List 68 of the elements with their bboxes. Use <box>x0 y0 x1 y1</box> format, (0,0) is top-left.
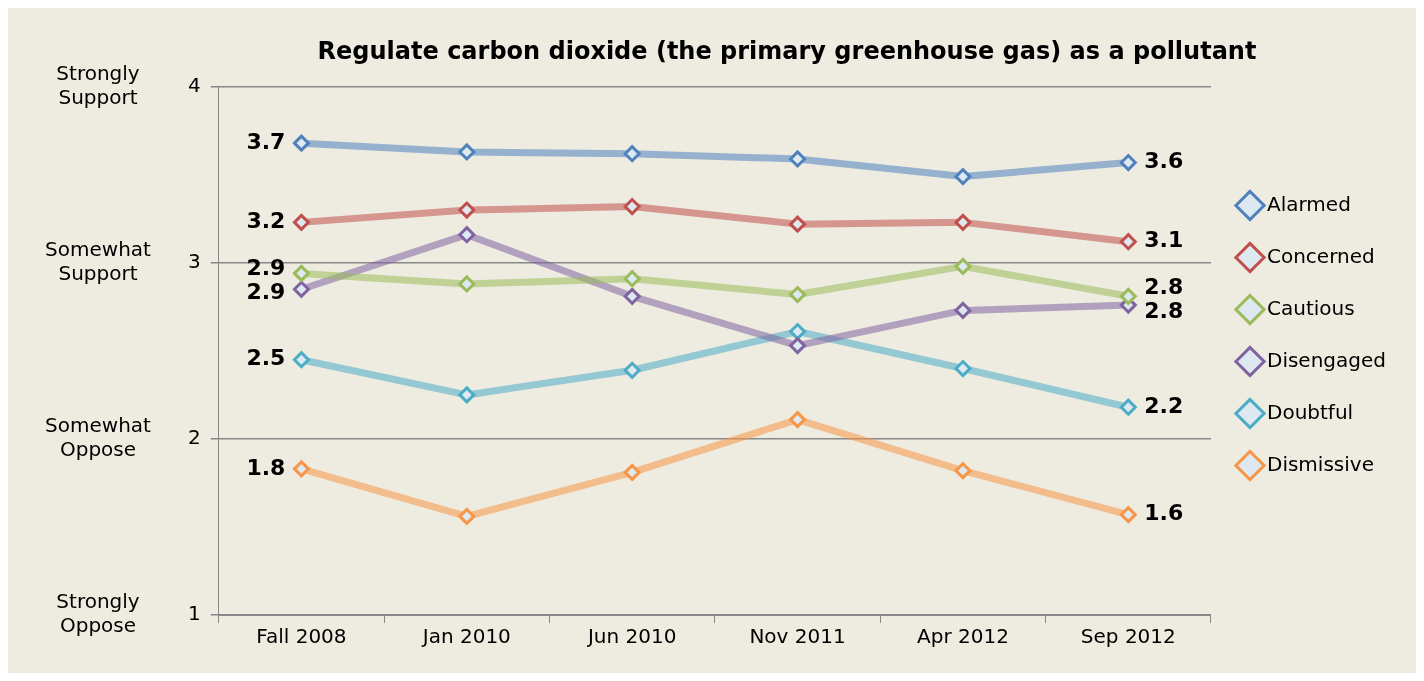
data-label: 3.7 <box>246 128 286 154</box>
point <box>789 286 807 304</box>
point <box>623 463 641 481</box>
data-label: 2.9 <box>246 279 286 305</box>
legend-label: Alarmed <box>1267 191 1351 216</box>
data-label: 3.6 <box>1144 148 1184 174</box>
point <box>458 226 476 244</box>
point <box>1119 233 1137 251</box>
legend-label: Dismissive <box>1267 451 1374 476</box>
point <box>458 386 476 404</box>
y-tick-label: 2 <box>187 425 201 450</box>
point <box>954 168 972 186</box>
point <box>458 507 476 525</box>
legend-label: Doubtful <box>1267 399 1354 424</box>
x-tick-label: Jan 2010 <box>420 624 511 649</box>
point <box>623 198 641 216</box>
data-label: 2.9 <box>246 255 286 281</box>
x-tick-label: Sep 2012 <box>1080 624 1176 649</box>
data-label: 2.5 <box>246 345 286 371</box>
point <box>623 270 641 288</box>
legend-label: Concerned <box>1267 243 1375 268</box>
point <box>623 361 641 379</box>
point <box>954 213 972 231</box>
point <box>292 134 310 152</box>
data-label: 3.1 <box>1144 227 1184 253</box>
point <box>292 280 310 298</box>
point <box>1119 154 1137 172</box>
point <box>954 360 972 378</box>
point <box>623 287 641 305</box>
text: Strongly Oppose <box>56 589 140 638</box>
point <box>789 150 807 168</box>
point <box>292 460 310 478</box>
y-tick-label: 3 <box>187 249 201 274</box>
x-tick-label: Jun 2010 <box>585 624 677 649</box>
data-label: 3.2 <box>246 208 286 234</box>
text: Strongly Support <box>56 61 140 109</box>
x-tick-label: Apr 2012 <box>917 624 1009 649</box>
point <box>954 301 972 319</box>
point <box>292 351 310 369</box>
data-label: 1.6 <box>1144 500 1184 526</box>
point <box>789 215 807 233</box>
point <box>789 337 807 355</box>
x-tick-label: Fall 2008 <box>256 624 347 649</box>
point <box>1119 398 1137 416</box>
point <box>1119 287 1137 305</box>
x-tick-label: Nov 2011 <box>749 624 846 649</box>
point <box>458 275 476 293</box>
legend-label: Disengaged <box>1267 347 1387 372</box>
point <box>292 264 310 282</box>
text: Somewhat Support <box>45 237 152 286</box>
data-label: 2.8 <box>1144 274 1184 300</box>
legend-label: Cautious <box>1267 295 1355 320</box>
point <box>623 145 641 163</box>
point <box>789 411 807 429</box>
point <box>458 143 476 161</box>
data-label: 2.8 <box>1144 298 1184 324</box>
point <box>954 462 972 480</box>
point <box>458 201 476 219</box>
point <box>954 257 972 275</box>
data-label: 2.2 <box>1144 392 1184 418</box>
y-tick-label: 4 <box>187 73 201 97</box>
chart-title: Regulate carbon dioxide (the primary greenhouse gas) as a pollutant <box>317 36 1257 65</box>
text: Somewhat Oppose <box>45 413 152 462</box>
data-label: 1.8 <box>246 454 286 480</box>
point <box>789 323 807 341</box>
point <box>292 213 310 231</box>
y-tick-label: 1 <box>187 601 201 626</box>
point <box>1119 506 1137 524</box>
